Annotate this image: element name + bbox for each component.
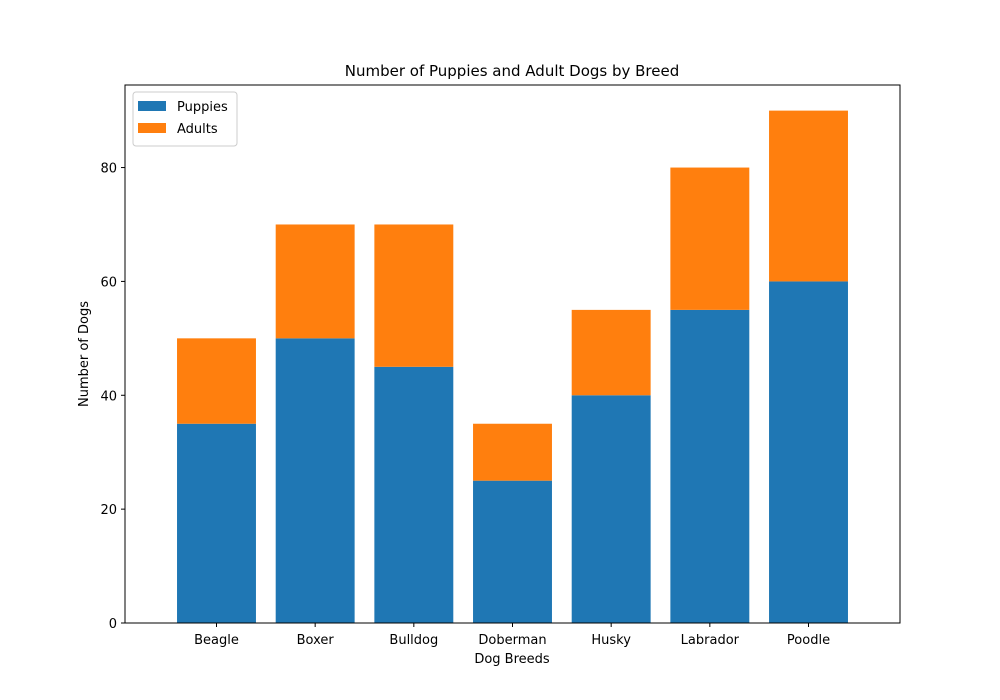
x-tick-label: Poodle bbox=[787, 633, 830, 648]
chart-title: Number of Puppies and Adult Dogs by Bree… bbox=[345, 62, 680, 80]
y-tick-label: 40 bbox=[100, 389, 117, 404]
bar-puppies-boxer bbox=[275, 338, 355, 623]
bar-adults-bulldog bbox=[374, 224, 454, 367]
x-tick-label: Labrador bbox=[681, 633, 740, 648]
bar-adults-doberman bbox=[473, 423, 552, 481]
bar-adults-poodle bbox=[769, 110, 848, 282]
bar-adults-labrador bbox=[670, 167, 750, 310]
bar-puppies-doberman bbox=[473, 480, 552, 623]
legend-swatch-puppies bbox=[138, 101, 166, 111]
legend-label-puppies: Puppies bbox=[177, 100, 228, 115]
plot-frame bbox=[124, 84, 901, 624]
bar-puppies-labrador bbox=[670, 309, 750, 623]
legend-swatch-adults bbox=[138, 123, 166, 133]
x-tick-label: Doberman bbox=[478, 633, 546, 648]
y-axis-ticks: 0 20 40 60 80 bbox=[100, 162, 125, 632]
x-tick-label: Bulldog bbox=[389, 633, 438, 648]
legend: Puppies Adults bbox=[132, 91, 238, 147]
bar-adults-husky bbox=[571, 309, 651, 396]
bar-puppies-poodle bbox=[769, 281, 848, 623]
x-tick-label: Husky bbox=[591, 633, 631, 648]
y-tick-label: 60 bbox=[100, 275, 117, 290]
y-tick-label: 0 bbox=[109, 617, 117, 632]
bar-adults-boxer bbox=[275, 224, 355, 339]
bar-puppies-beagle bbox=[177, 423, 256, 623]
x-axis-ticks: Beagle Boxer Bulldog Doberman Husky Labrador P… bbox=[194, 623, 830, 648]
bar-puppies-bulldog bbox=[374, 366, 454, 623]
bar-adults-beagle bbox=[177, 338, 256, 424]
y-tick-label: 20 bbox=[100, 503, 117, 518]
y-tick-label: 80 bbox=[100, 162, 117, 177]
x-tick-label: Boxer bbox=[297, 633, 335, 648]
x-tick-label: Beagle bbox=[194, 633, 239, 648]
x-axis-label: Dog Breeds bbox=[474, 652, 550, 667]
bars-group bbox=[177, 110, 848, 623]
legend-label-adults: Adults bbox=[177, 122, 218, 137]
y-axis-label: Number of Dogs bbox=[77, 301, 92, 407]
bar-puppies-husky bbox=[571, 395, 651, 623]
